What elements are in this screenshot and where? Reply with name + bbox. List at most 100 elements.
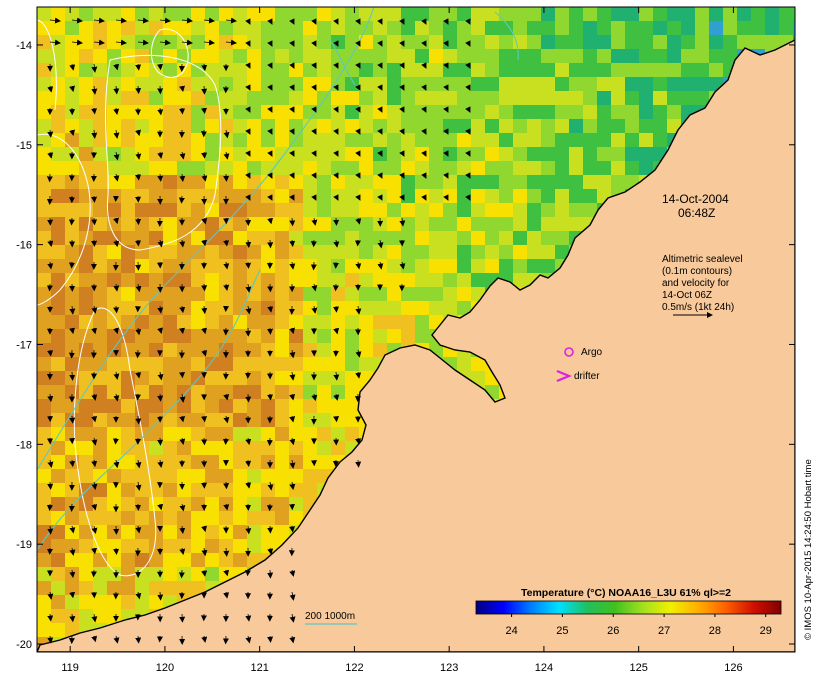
sst-cell: [177, 553, 191, 567]
y-tick-label: -16: [16, 240, 32, 252]
sst-cell: [177, 483, 191, 497]
sst-cell: [205, 273, 219, 287]
sst-cell: [163, 469, 177, 483]
sst-cell: [443, 7, 457, 21]
sst-cell: [569, 217, 583, 231]
sst-cell: [485, 147, 499, 161]
velocity-arrow-icon: [248, 394, 249, 402]
legend-line-3: and velocity for: [662, 278, 730, 289]
sst-cell: [555, 189, 569, 203]
sst-cell: [485, 245, 499, 259]
sst-cell: [205, 119, 219, 133]
sst-cell: [457, 287, 471, 301]
sst-cell: [401, 315, 415, 329]
sst-cell: [163, 287, 177, 301]
sst-cell: [555, 203, 569, 217]
sst-cell: [79, 455, 93, 469]
sst-cell: [611, 133, 625, 147]
sst-cell: [163, 497, 177, 511]
sst-cell: [695, 21, 709, 35]
sst-cell: [261, 329, 275, 343]
sst-cell: [415, 49, 429, 63]
sst-cell: [219, 287, 233, 301]
sst-cell: [303, 91, 317, 105]
sst-cell: [135, 147, 149, 161]
sst-cell: [135, 161, 149, 175]
sst-cell: [177, 21, 191, 35]
sst-cell: [247, 217, 261, 231]
sst-cell: [247, 133, 261, 147]
sst-cell: [233, 189, 247, 203]
sst-cell: [331, 427, 345, 441]
sst-cell: [135, 581, 149, 595]
sst-cell: [317, 35, 331, 49]
sst-cell: [527, 91, 541, 105]
sst-cell: [177, 581, 191, 595]
velocity-arrow-icon: [226, 482, 227, 488]
sst-cell: [247, 497, 261, 511]
sst-cell: [233, 413, 247, 427]
sst-cell: [695, 7, 709, 21]
sst-cell: [219, 7, 233, 21]
sst-cell: [121, 651, 135, 665]
sst-cell: [401, 35, 415, 49]
sst-cell: [597, 91, 611, 105]
sst-cell: [51, 147, 65, 161]
sst-cell: [149, 259, 163, 273]
sst-cell: [331, 287, 345, 301]
sst-cell: [331, 441, 345, 455]
sst-cell: [597, 105, 611, 119]
sst-cell: [219, 413, 233, 427]
sst-cell: [275, 49, 289, 63]
sst-cell: [639, 63, 653, 77]
sst-cell: [345, 315, 359, 329]
sst-cell: [37, 301, 51, 315]
sst-cell: [303, 469, 317, 483]
sst-cell: [79, 49, 93, 63]
sst-cell: [373, 133, 387, 147]
sst-cell: [121, 581, 135, 595]
sst-cell: [625, 35, 639, 49]
sst-cell: [37, 217, 51, 231]
sst-cell: [177, 245, 191, 259]
sst-cell: [93, 315, 107, 329]
sst-cell: [583, 91, 597, 105]
sst-cell: [597, 35, 611, 49]
sst-cell: [681, 49, 695, 63]
sst-cell: [177, 119, 191, 133]
x-tick-label: 125: [629, 662, 647, 674]
sst-cell: [373, 231, 387, 245]
sst-cell: [625, 119, 639, 133]
sst-cell: [107, 287, 121, 301]
sst-cell: [583, 21, 597, 35]
sst-cell: [415, 21, 429, 35]
sst-cell: [471, 63, 485, 77]
sst-cell: [233, 21, 247, 35]
sst-cell: [541, 245, 555, 259]
sst-cell: [51, 357, 65, 371]
sst-cell: [303, 455, 317, 469]
velocity-arrow-icon: [204, 284, 205, 290]
sst-cell: [247, 245, 261, 259]
sst-cell: [303, 77, 317, 91]
sst-cell: [289, 77, 303, 91]
colorbar-tick-label: 25: [556, 625, 568, 637]
sst-cell: [247, 91, 261, 105]
sst-cell: [219, 21, 233, 35]
sst-cell: [555, 161, 569, 175]
sst-cell: [177, 427, 191, 441]
sst-cell: [611, 77, 625, 91]
sst-cell: [289, 259, 303, 273]
sst-cell: [583, 105, 597, 119]
sst-cell: [303, 259, 317, 273]
sst-cell: [261, 231, 275, 245]
sst-cell: [79, 441, 93, 455]
sst-cell: [541, 189, 555, 203]
sst-cell: [373, 105, 387, 119]
time-label: 06:48Z: [678, 206, 715, 220]
sst-cell: [779, 21, 793, 35]
sst-cell: [37, 119, 51, 133]
sst-cell: [429, 273, 443, 287]
sst-cell: [37, 483, 51, 497]
sst-cell: [205, 567, 219, 581]
